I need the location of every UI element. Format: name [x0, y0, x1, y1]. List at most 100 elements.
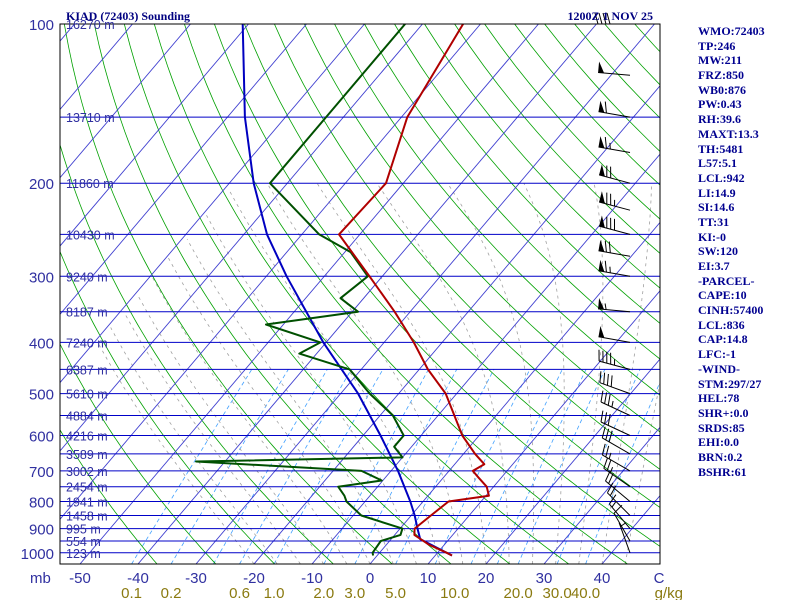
moist-adiabat [151, 276, 348, 564]
sounding-index-item: RH:39.6 [698, 112, 741, 127]
wind-barb-shaft [603, 467, 631, 488]
wind-barb-shaft [602, 454, 631, 472]
isotherm-line [60, 24, 481, 520]
dry-adiabat [123, 24, 511, 564]
wind-barb-shaft [609, 503, 631, 529]
isotherm-line [427, 290, 660, 564]
wind-barb-flag [603, 372, 606, 385]
temperature-tick-label: 30 [536, 570, 553, 587]
height-label: 6387 m [66, 363, 108, 377]
wind-barb-flag [608, 472, 614, 484]
wind-barb-pennant [599, 164, 605, 177]
wind-barb-flag [604, 392, 608, 404]
wind-barb-flag [606, 482, 614, 494]
wind-barb-shaft [605, 480, 631, 502]
wind-barb-flag [608, 241, 611, 253]
wind-barb-flag [594, 12, 599, 25]
pressure-tick-label: 1000 [21, 546, 54, 563]
pressure-unit-label: mb [30, 570, 51, 587]
wind-barb-half-flag [608, 452, 612, 460]
wind-barb-flag [604, 136, 607, 149]
moist-adiabat [523, 183, 565, 564]
temperature-trace [338, 24, 490, 557]
sounding-index-item: BSHR:61 [698, 464, 747, 479]
dry-adiabat [454, 24, 660, 254]
sounding-index-item: EHI:0.0 [698, 435, 740, 450]
isotherm-line [195, 24, 655, 564]
height-label: 995 m [66, 523, 101, 537]
sounding-index-item: HEL:78 [698, 391, 740, 406]
wind-barb-flag [604, 101, 607, 113]
mixing-ratio-label: 2.0 [313, 585, 334, 600]
isotherm-line [311, 153, 660, 564]
wind-barb-shaft [598, 146, 631, 153]
wind-barb-shaft [598, 250, 631, 257]
moist-adiabat [137, 294, 324, 564]
mixing-ratio-label: 1.0 [264, 585, 285, 600]
sounding-index-item: TT:31 [698, 214, 730, 229]
height-label: 11860 m [66, 177, 114, 191]
height-label: 7240 m [66, 336, 108, 350]
sounding-index-item: SHR+:0.0 [698, 405, 749, 420]
wind-barb-flag [604, 412, 608, 424]
sounding-index-item: SW:120 [698, 244, 739, 259]
mixing-ratio-label: 3.0 [344, 585, 365, 600]
height-label: 4216 m [66, 429, 108, 443]
chart-title: KIAD (72403) Sounding [66, 9, 190, 23]
height-label: 3589 m [66, 448, 108, 462]
pressure-tick-label: 400 [29, 335, 54, 352]
temperature-unit-label: C [654, 570, 665, 587]
wind-barb-pennant [599, 215, 605, 228]
wind-barb-flag [601, 443, 606, 456]
height-label: 10430 m [66, 228, 115, 242]
sounding-index-item: EI:3.7 [698, 259, 730, 273]
temperature-tick-label: -20 [243, 570, 265, 587]
wind-barb-flag [613, 504, 623, 514]
height-label: 9240 m [66, 270, 108, 284]
wind-barb-flag [608, 494, 617, 505]
wind-barb-flag [607, 394, 611, 406]
isotherm-line [543, 426, 660, 564]
moist-adiabat [447, 182, 535, 564]
sounding-indices-list: WMO:72403 TP:246 MW:211 FRZ:850 WB0:876 PW:0.… [698, 24, 798, 479]
sounding-index-item: WB0:876 [698, 82, 746, 97]
wind-barb-half-flag [620, 522, 626, 527]
wind-barb-shaft [598, 111, 631, 118]
dry-adiabat [304, 24, 660, 433]
sounding-index-item: TH:5481 [698, 141, 744, 156]
height-label: 8187 m [66, 306, 108, 320]
sounding-index-item: CINH:57400 [698, 303, 764, 318]
dry-adiabat [244, 24, 660, 508]
wind-barb-flag [604, 260, 607, 273]
dry-adiabat [60, 250, 275, 564]
plot-background [60, 24, 660, 564]
temperature-tick-label: 20 [478, 570, 495, 587]
wind-barb-flag [602, 12, 607, 25]
wind-barb-pennant [599, 191, 605, 204]
wind-barbs [594, 12, 631, 553]
wind-barb-flag [605, 445, 610, 458]
pressure-tick-label: 700 [29, 464, 54, 481]
mixing-ratio-unit-label: g/kg [655, 585, 683, 600]
plot-border [59, 23, 661, 565]
wind-barb-pennant [598, 136, 605, 148]
wind-barb-flag [610, 375, 613, 387]
isotherm-line [369, 221, 660, 564]
wind-barb-flag [600, 410, 604, 423]
wind-barb-shaft [618, 522, 631, 553]
wind-barb-shaft [598, 308, 631, 313]
pressure-tick-label: 100 [29, 17, 54, 34]
pressure-tick-label: 800 [29, 495, 54, 512]
dry-adiabat [364, 24, 660, 360]
moist-adiabat [123, 311, 301, 564]
wind-barb-shaft [600, 421, 631, 436]
isotherm-line [253, 85, 660, 564]
isotherm-line [137, 24, 597, 564]
wind-barb-flag [599, 371, 602, 383]
sounding-index-item: CAPE:10 [698, 288, 747, 303]
sounding-index-item: STM:297/27 [698, 376, 762, 391]
pressure-tick-label: 900 [29, 522, 54, 539]
dewpoint-trace [195, 24, 406, 556]
chart-time: 1200Z 1 NOV 25 [568, 9, 653, 23]
wind-barb-half-flag [604, 303, 607, 310]
